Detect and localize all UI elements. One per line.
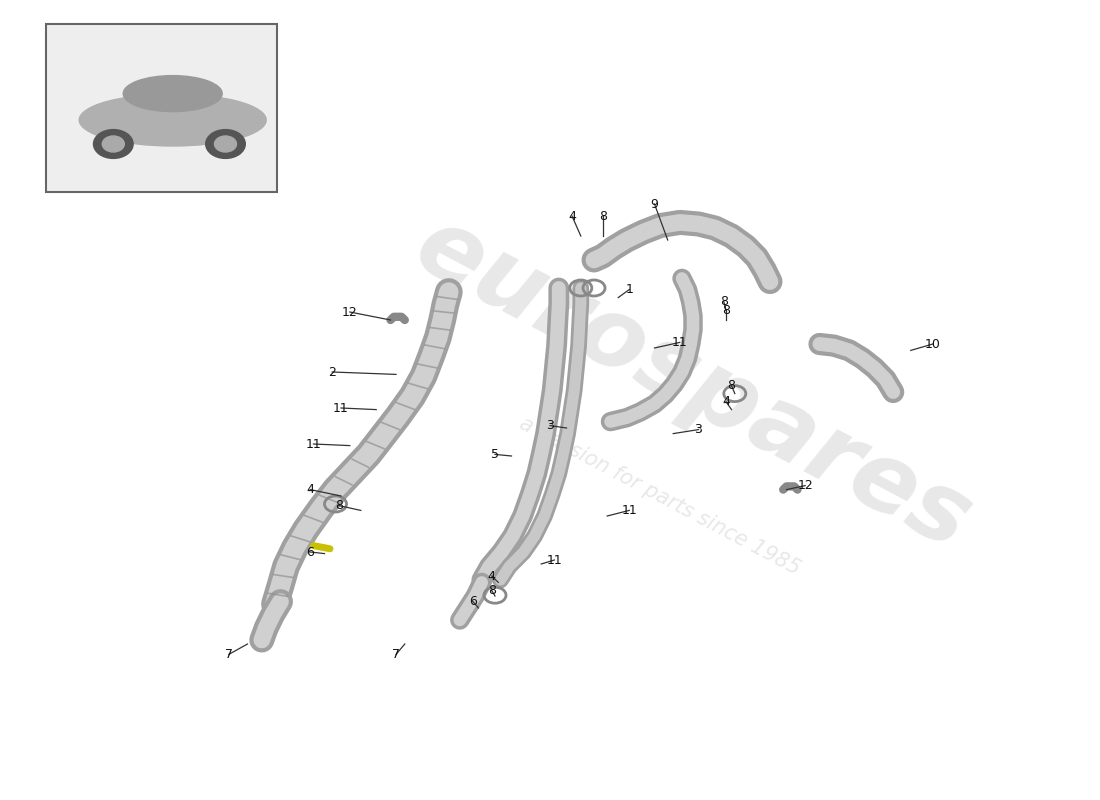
Text: 8: 8 — [719, 295, 728, 308]
Text: 8: 8 — [487, 584, 496, 597]
Ellipse shape — [79, 94, 266, 146]
Text: 11: 11 — [333, 402, 349, 414]
Text: 10: 10 — [925, 338, 940, 350]
Text: 11: 11 — [621, 504, 637, 517]
Text: 12: 12 — [798, 479, 813, 492]
Text: 4: 4 — [722, 395, 730, 408]
Text: 9: 9 — [650, 198, 659, 210]
Text: 7: 7 — [224, 648, 233, 661]
Text: 4: 4 — [306, 483, 315, 496]
Text: 3: 3 — [546, 419, 554, 432]
Circle shape — [94, 130, 133, 158]
Text: 6: 6 — [306, 546, 315, 558]
Text: 8: 8 — [727, 379, 736, 392]
Text: a passion for parts since 1985: a passion for parts since 1985 — [516, 414, 804, 578]
Text: 7: 7 — [392, 648, 400, 661]
Text: 3: 3 — [694, 423, 703, 436]
Text: 11: 11 — [672, 336, 688, 349]
Text: 1: 1 — [625, 283, 634, 296]
Text: 12: 12 — [342, 306, 358, 318]
Text: 2: 2 — [328, 366, 337, 378]
Text: 8: 8 — [722, 304, 730, 317]
Text: 6: 6 — [469, 595, 477, 608]
Text: 8: 8 — [598, 210, 607, 222]
Circle shape — [214, 136, 236, 152]
Text: 4: 4 — [487, 570, 496, 582]
Text: 11: 11 — [306, 438, 321, 450]
Text: 5: 5 — [491, 448, 499, 461]
FancyBboxPatch shape — [46, 24, 277, 192]
Text: 11: 11 — [547, 554, 562, 566]
Circle shape — [206, 130, 245, 158]
Text: eurospares: eurospares — [399, 198, 987, 570]
Circle shape — [102, 136, 124, 152]
Text: 4: 4 — [568, 210, 576, 222]
Text: 8: 8 — [334, 499, 343, 512]
Ellipse shape — [123, 76, 222, 111]
